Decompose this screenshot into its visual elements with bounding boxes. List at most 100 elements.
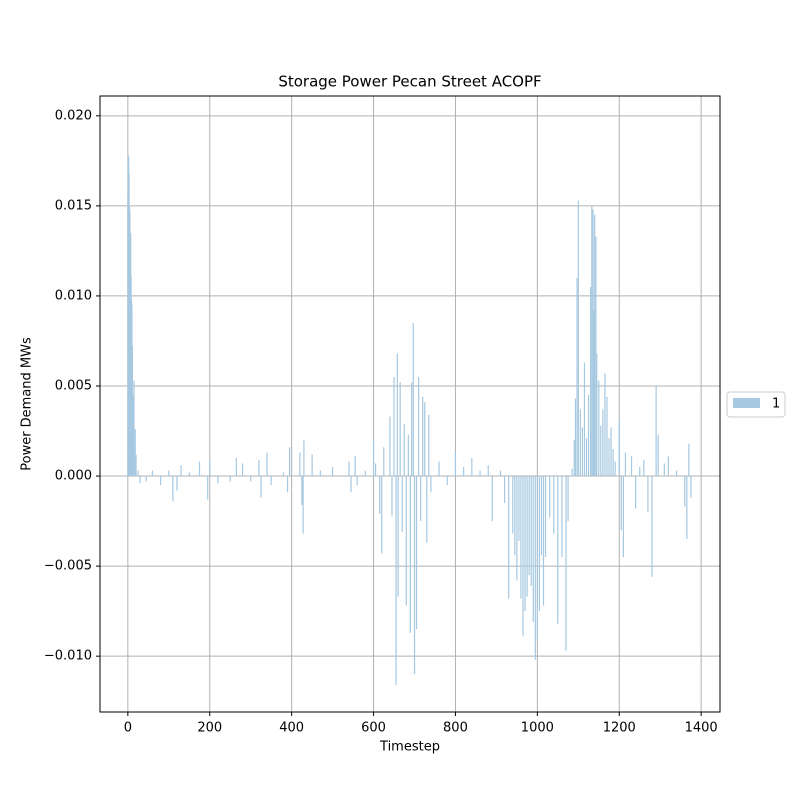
bar: [405, 476, 407, 606]
x-axis-label: Timestep: [379, 740, 440, 755]
bar: [579, 409, 581, 477]
bar: [401, 476, 403, 532]
bar: [454, 452, 457, 477]
bar: [512, 476, 514, 534]
bar: [612, 449, 614, 477]
bar: [614, 461, 616, 477]
bar: [354, 456, 356, 477]
bar: [415, 476, 418, 630]
bar: [132, 394, 134, 477]
bar: [395, 476, 397, 685]
bar: [411, 382, 413, 477]
bar: [585, 438, 588, 477]
x-tick-label: 200: [197, 721, 222, 736]
bar: [299, 452, 301, 477]
bar: [577, 200, 579, 477]
bar: [260, 476, 262, 498]
bar: [311, 454, 313, 477]
bar: [409, 476, 412, 633]
bar: [557, 476, 559, 624]
bar: [302, 476, 304, 534]
bar: [581, 427, 584, 477]
bar: [657, 434, 659, 477]
bar: [635, 476, 637, 509]
bar: [526, 476, 528, 597]
bar: [508, 476, 510, 599]
bar: [389, 416, 391, 477]
bar: [397, 476, 399, 597]
bar: [188, 472, 190, 477]
bar: [598, 380, 600, 477]
bar: [301, 476, 303, 505]
legend-label: 1: [772, 397, 780, 412]
bar: [622, 476, 624, 558]
bar: [479, 470, 481, 477]
bar: [591, 205, 593, 477]
bar: [651, 476, 653, 577]
bar: [407, 434, 409, 477]
chart-title: Storage Power Pecan Street ACOPF: [278, 73, 541, 91]
bar: [516, 476, 518, 581]
bar: [643, 459, 645, 477]
bar: [518, 476, 520, 541]
bar: [135, 454, 137, 477]
bar: [647, 476, 649, 513]
y-tick-label: 0.000: [55, 469, 92, 484]
bar: [606, 396, 608, 477]
bar: [491, 476, 493, 522]
bar: [684, 476, 686, 507]
bar: [571, 468, 573, 477]
bar: [574, 398, 577, 477]
bar: [176, 476, 178, 491]
y-tick-label: 0.010: [55, 288, 92, 303]
bar: [639, 467, 641, 477]
bar: [532, 476, 534, 622]
plot-frame: [99, 95, 721, 713]
bar: [573, 440, 575, 477]
y-tick-label: 0.015: [55, 198, 92, 213]
bar: [567, 476, 569, 522]
bar: [282, 472, 285, 477]
x-tick-label: 0: [124, 721, 132, 736]
y-tick-label: 0.005: [55, 378, 92, 393]
bar: [544, 476, 547, 558]
bar: [675, 470, 678, 477]
bar: [594, 214, 596, 477]
bar: [168, 470, 170, 477]
bar: [600, 425, 602, 477]
bar: [522, 476, 524, 637]
bar: [520, 476, 522, 599]
legend-swatch: [733, 398, 760, 408]
bar: [420, 476, 422, 522]
bar: [145, 476, 147, 482]
bar: [372, 438, 375, 477]
x-tick-label: 800: [443, 721, 468, 736]
bar: [133, 380, 135, 477]
bar: [207, 476, 209, 500]
bar: [319, 470, 321, 477]
bar: [137, 470, 139, 477]
bar: [587, 394, 590, 477]
bar: [356, 476, 358, 486]
bar: [620, 476, 622, 531]
bar: [289, 447, 291, 477]
x-tick-label: 1000: [521, 721, 554, 736]
bar: [595, 236, 597, 477]
bar: [412, 322, 414, 477]
bar: [391, 476, 393, 516]
bar: [663, 463, 665, 477]
bar: [424, 402, 426, 477]
bar: [241, 463, 244, 477]
bar: [593, 310, 595, 477]
bar: [592, 209, 594, 477]
bar: [538, 476, 541, 612]
y-axis-label: Power Demand MWs: [20, 337, 35, 471]
bar: [198, 461, 201, 477]
bar: [270, 476, 272, 486]
bar: [530, 476, 532, 586]
y-tick-label: −0.010: [44, 649, 92, 664]
x-tick-label: 600: [361, 721, 386, 736]
bar: [503, 476, 506, 504]
bar: [426, 476, 428, 543]
